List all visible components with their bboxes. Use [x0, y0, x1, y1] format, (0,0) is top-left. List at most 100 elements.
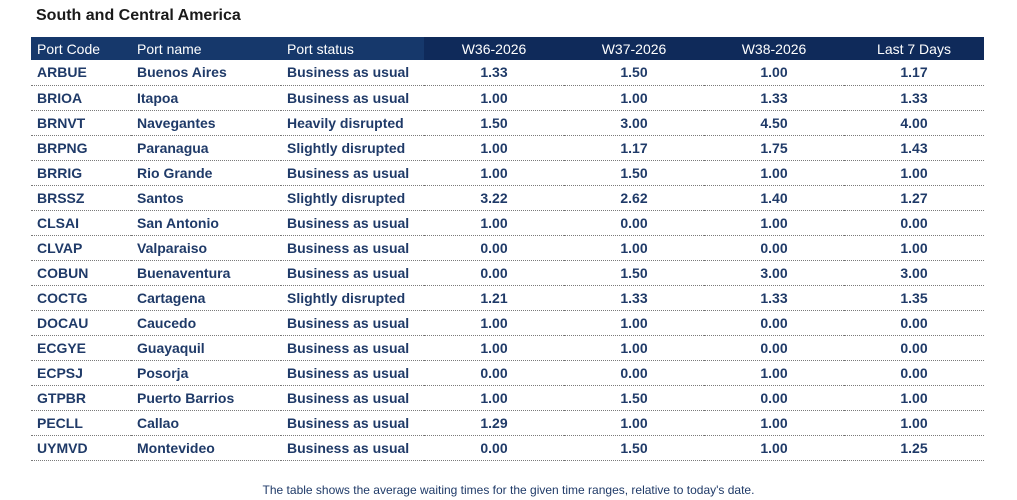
last-7-days-cell: 1.17 [844, 60, 984, 86]
table-row: BRIOA Itapoa Business as usual 1.00 1.00 1.33… [31, 85, 984, 111]
w37-cell: 1.50 [564, 435, 704, 461]
w38-cell: 0.00 [704, 385, 844, 411]
port-status-cell: Business as usual [281, 360, 424, 386]
w36-cell: 1.00 [424, 310, 564, 336]
column-header-port-name: Port name [131, 37, 281, 60]
column-header-port-code: Port Code [31, 37, 131, 60]
w36-cell: 1.00 [424, 160, 564, 186]
port-code-cell: UYMVD [31, 435, 131, 461]
port-name-cell: Valparaiso [131, 235, 281, 261]
last-7-days-cell: 0.00 [844, 360, 984, 386]
w37-cell: 1.17 [564, 135, 704, 161]
port-code-cell: ECPSJ [31, 360, 131, 386]
w38-cell: 1.33 [704, 85, 844, 111]
w36-cell: 1.50 [424, 110, 564, 136]
w37-cell: 1.00 [564, 85, 704, 111]
w37-cell: 1.00 [564, 310, 704, 336]
table-row: COBUN Buenaventura Business as usual 0.00 1.… [31, 260, 984, 286]
w37-cell: 1.33 [564, 285, 704, 311]
column-header-w38: W38-2026 [704, 37, 844, 60]
w37-cell: 3.00 [564, 110, 704, 136]
table-body: ARBUE Buenos Aires Business as usual 1.33 1.… [31, 60, 984, 461]
port-name-cell: Puerto Barrios [131, 385, 281, 411]
port-status-cell: Heavily disrupted [281, 110, 424, 136]
table-caption: The table shows the average waiting time… [262, 483, 755, 497]
w38-cell: 4.50 [704, 110, 844, 136]
port-name-cell: Buenaventura [131, 260, 281, 286]
last-7-days-cell: 1.00 [844, 410, 984, 436]
table-row: CLSAI San Antonio Business as usual 1.00 0.0… [31, 210, 984, 236]
w36-cell: 0.00 [424, 260, 564, 286]
port-code-cell: ECGYE [31, 335, 131, 361]
port-name-cell: Posorja [131, 360, 281, 386]
w37-cell: 1.00 [564, 335, 704, 361]
port-code-cell: DOCAU [31, 310, 131, 336]
last-7-days-cell: 0.00 [844, 210, 984, 236]
port-code-cell: ARBUE [31, 60, 131, 86]
last-7-days-cell: 1.43 [844, 135, 984, 161]
w37-cell: 1.00 [564, 410, 704, 436]
w38-cell: 1.00 [704, 210, 844, 236]
last-7-days-cell: 1.25 [844, 435, 984, 461]
table-row: DOCAU Caucedo Business as usual 1.00 1.00 0.0… [31, 310, 984, 336]
last-7-days-cell: 1.00 [844, 235, 984, 261]
port-name-cell: Rio Grande [131, 160, 281, 186]
port-code-cell: CLSAI [31, 210, 131, 236]
table-title: South and Central America [36, 7, 241, 24]
w36-cell: 0.00 [424, 235, 564, 261]
port-name-cell: Guayaquil [131, 335, 281, 361]
port-name-cell: Callao [131, 410, 281, 436]
table-row: BRSSZ Santos Slightly disrupted 3.22 2.62 1.4… [31, 185, 984, 211]
w36-cell: 1.00 [424, 135, 564, 161]
w37-cell: 0.00 [564, 360, 704, 386]
w36-cell: 1.00 [424, 210, 564, 236]
w37-cell: 1.50 [564, 385, 704, 411]
port-status-cell: Business as usual [281, 335, 424, 361]
port-status-cell: Business as usual [281, 310, 424, 336]
port-code-cell: BRNVT [31, 110, 131, 136]
table-row: COCTG Cartagena Slightly disrupted 1.21 1.33… [31, 285, 984, 311]
port-status-cell: Business as usual [281, 210, 424, 236]
w37-cell: 1.50 [564, 60, 704, 86]
w36-cell: 1.00 [424, 335, 564, 361]
w38-cell: 1.33 [704, 285, 844, 311]
table-row: BRNVT Navegantes Heavily disrupted 1.50 3.00… [31, 110, 984, 136]
w38-cell: 1.00 [704, 360, 844, 386]
port-waiting-times-table: Port Code Port name Port status W36-2026… [31, 37, 984, 461]
table-row: PECLL Callao Business as usual 1.29 1.00 1.00… [31, 410, 984, 436]
last-7-days-cell: 1.35 [844, 285, 984, 311]
w37-cell: 1.50 [564, 160, 704, 186]
w36-cell: 0.00 [424, 435, 564, 461]
w38-cell: 3.00 [704, 260, 844, 286]
last-7-days-cell: 0.00 [844, 310, 984, 336]
w38-cell: 1.00 [704, 160, 844, 186]
table-row: GTPBR Puerto Barrios Business as usual 1.00… [31, 385, 984, 411]
w36-cell: 3.22 [424, 185, 564, 211]
w36-cell: 1.29 [424, 410, 564, 436]
w36-cell: 1.33 [424, 60, 564, 86]
w38-cell: 1.00 [704, 435, 844, 461]
w38-cell: 0.00 [704, 235, 844, 261]
table-row: BRRIG Rio Grande Business as usual 1.00 1.50… [31, 160, 984, 186]
last-7-days-cell: 1.33 [844, 85, 984, 111]
port-status-cell: Business as usual [281, 410, 424, 436]
port-name-cell: Itapoa [131, 85, 281, 111]
last-7-days-cell: 3.00 [844, 260, 984, 286]
w36-cell: 1.21 [424, 285, 564, 311]
port-status-cell: Slightly disrupted [281, 135, 424, 161]
port-status-cell: Business as usual [281, 435, 424, 461]
port-name-cell: Buenos Aires [131, 60, 281, 86]
port-status-cell: Business as usual [281, 85, 424, 111]
w36-cell: 1.00 [424, 385, 564, 411]
w37-cell: 1.50 [564, 260, 704, 286]
port-name-cell: Cartagena [131, 285, 281, 311]
w38-cell: 1.40 [704, 185, 844, 211]
w38-cell: 1.00 [704, 410, 844, 436]
table-header-row: Port Code Port name Port status W36-2026… [31, 37, 984, 60]
port-code-cell: BRPNG [31, 135, 131, 161]
port-status-cell: Business as usual [281, 260, 424, 286]
port-status-cell: Business as usual [281, 235, 424, 261]
port-code-cell: PECLL [31, 410, 131, 436]
port-code-cell: CLVAP [31, 235, 131, 261]
port-code-cell: GTPBR [31, 385, 131, 411]
